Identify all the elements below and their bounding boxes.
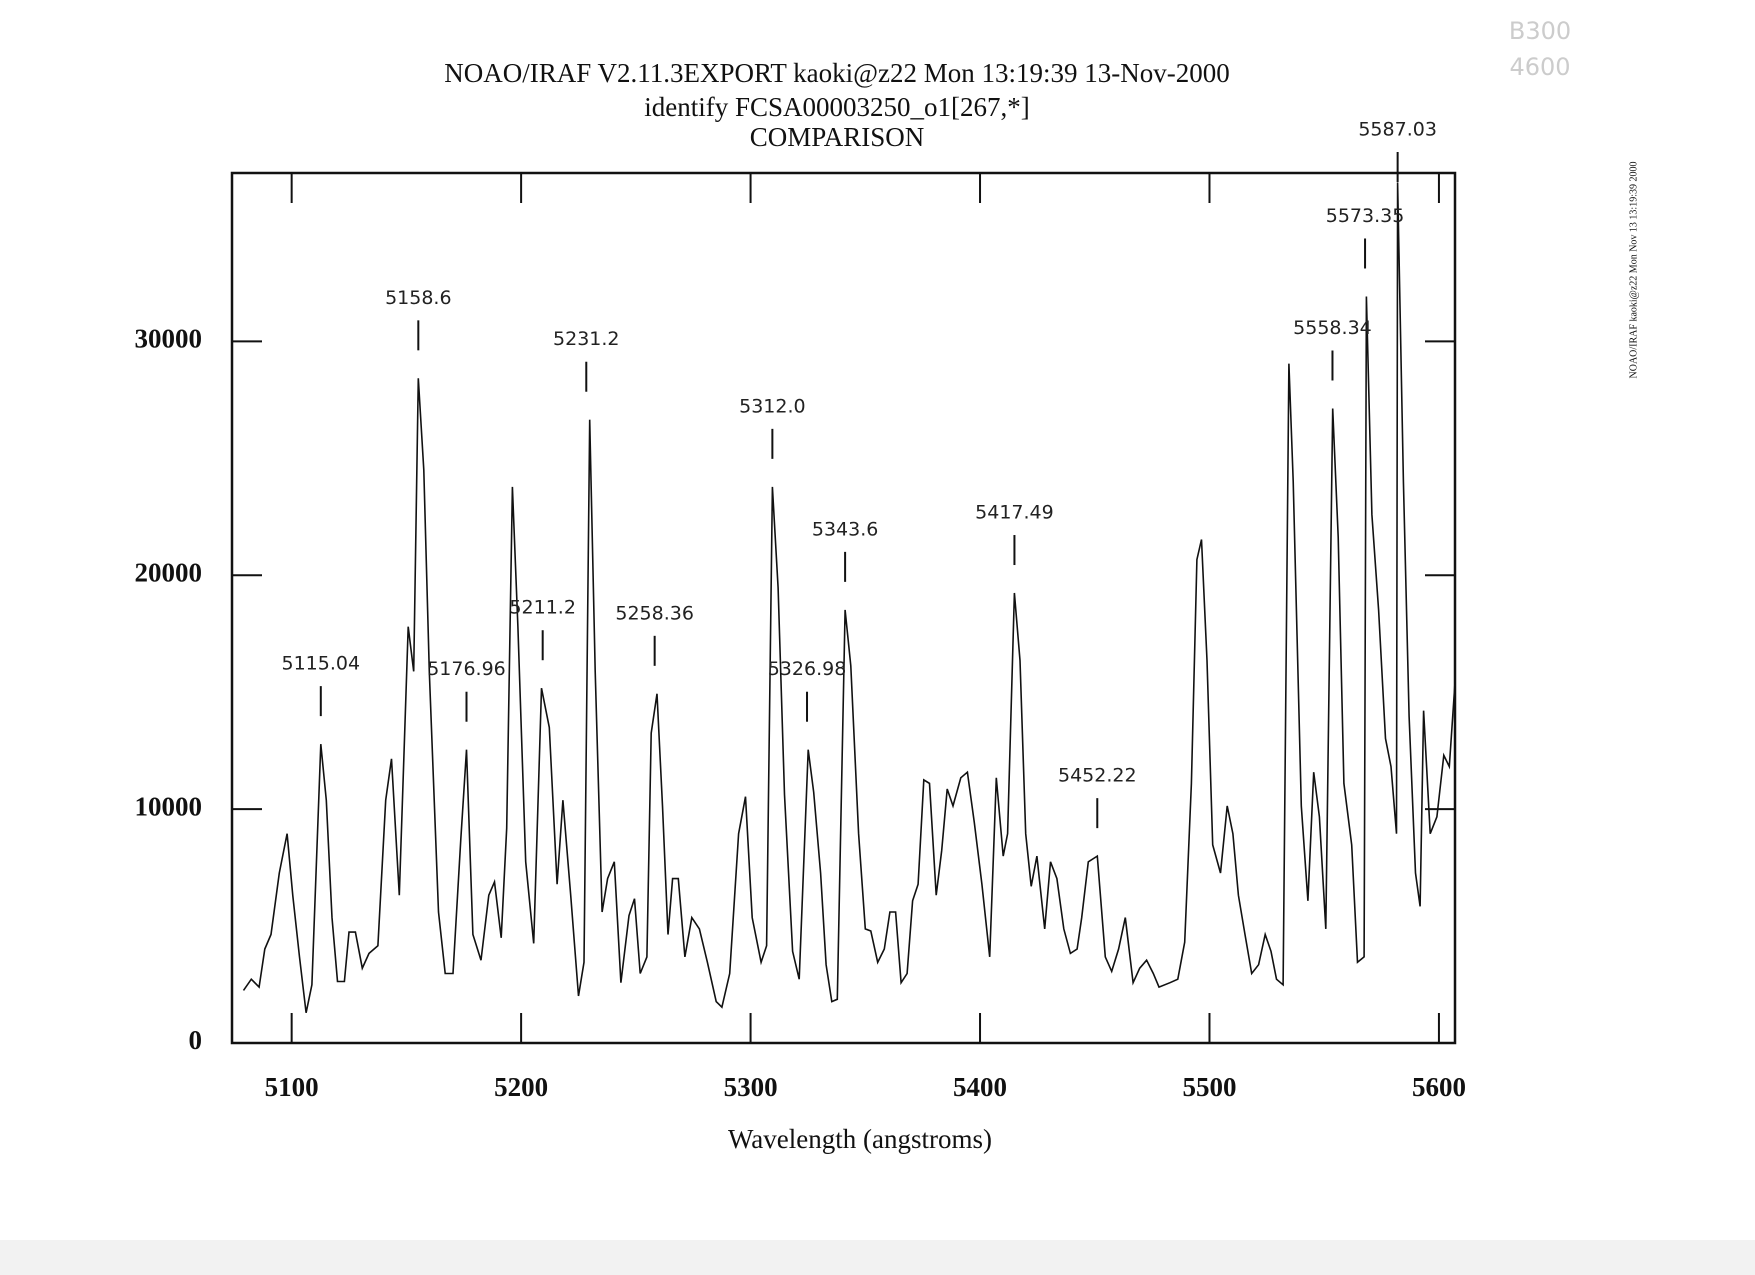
handwritten-note: 4600 (1509, 53, 1570, 81)
annotation-label: 5452.22 (1058, 765, 1137, 787)
side-text: NOAO/IRAF kaoki@z22 Mon Nov 13 13:19:39 … (1628, 162, 1639, 379)
x-tick-label: 5200 (494, 1072, 548, 1102)
y-tick-label: 10000 (135, 791, 203, 821)
annotation-label: 5312.0 (739, 395, 805, 417)
annotation-label: 5343.6 (812, 518, 878, 540)
chart-subtitle: COMPARISON (750, 122, 925, 152)
plot-frame (230, 171, 1457, 1045)
annotation-label: 5231.2 (553, 328, 619, 350)
annotation-label: 5587.03 (1358, 119, 1437, 141)
y-tick-label: 20000 (135, 557, 203, 587)
x-axis-label: Wavelength (angstroms) (728, 1124, 992, 1154)
x-tick-label: 5100 (265, 1072, 319, 1102)
chart-title: NOAO/IRAF V2.11.3EXPORT kaoki@z22 Mon 13… (444, 58, 1230, 88)
x-tick-label: 5300 (724, 1072, 778, 1102)
x-tick-label: 5400 (953, 1072, 1007, 1102)
annotation-label: 5326.98 (768, 658, 847, 680)
annotation-label: 5258.36 (615, 602, 694, 624)
annotation-label: 5573.35 (1326, 205, 1405, 227)
x-tick-label: 5500 (1182, 1072, 1236, 1102)
spectrum-line (242, 182, 1456, 1013)
chart-subtitle: identify FCSA00003250_o1[267,*] (644, 92, 1030, 122)
annotation-label: 5558.34 (1293, 317, 1372, 339)
x-tick-label: 5600 (1412, 1072, 1466, 1102)
annotation-label: 5176.96 (427, 658, 506, 680)
annotation-label: 5158.6 (385, 287, 451, 309)
annotation-label: 5115.04 (282, 653, 361, 675)
annotation-label: 5417.49 (975, 502, 1054, 524)
y-tick-label: 30000 (135, 324, 203, 354)
annotation-label: 5211.2 (509, 597, 575, 619)
y-tick-label: 0 (189, 1025, 203, 1055)
handwritten-note: B300 (1509, 17, 1571, 45)
scan-edge (0, 1240, 1755, 1275)
